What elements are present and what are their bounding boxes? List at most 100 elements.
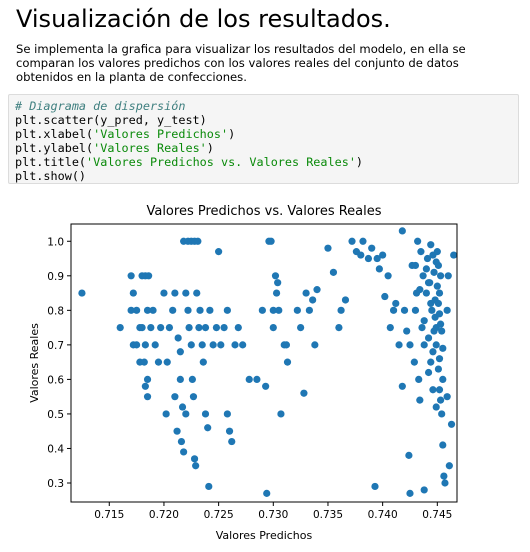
code-line-scatter: plt.scatter(y_pred, y_test) [15, 113, 207, 127]
scatter-point [439, 344, 447, 352]
scatter-point [215, 248, 223, 256]
scatter-point [300, 389, 308, 397]
scatter-point [245, 375, 253, 384]
scatter-point [410, 358, 418, 366]
scatter-point [433, 248, 441, 256]
scatter-point [173, 427, 181, 435]
scatter-point [184, 306, 192, 314]
scatter-point [384, 272, 392, 280]
scatter-point [416, 286, 424, 294]
scatter-point [169, 306, 177, 314]
scatter-point [371, 482, 379, 491]
scatter-point [178, 403, 187, 411]
scatter-point [206, 306, 214, 314]
scatter-point [223, 410, 231, 418]
scatter-point [220, 324, 228, 332]
scatter-point [185, 324, 193, 332]
scatter-point [282, 341, 291, 349]
scatter-point [143, 393, 152, 401]
scatter-point [422, 289, 430, 297]
scatter-point [133, 341, 141, 349]
scatter-point [189, 393, 198, 401]
scatter-point [188, 375, 196, 384]
scatter-plot-svg: Valores Predichos vs. Valores Reales 0.7… [28, 204, 458, 542]
scatter-point [176, 348, 184, 356]
scatter-point [389, 306, 398, 314]
scatter-point [386, 324, 394, 332]
scatter-point [272, 289, 281, 297]
scatter-point [447, 420, 456, 428]
scatter-point [277, 410, 285, 418]
scatter-point [435, 289, 444, 297]
scatter-point [411, 261, 420, 270]
scatter-point [198, 341, 206, 349]
scatter-point [405, 451, 413, 459]
y-tick-label: 1.0 [47, 236, 64, 248]
scatter-point [269, 306, 277, 314]
scatter-point [422, 265, 430, 273]
code-cell[interactable]: # Diagrama de dispersión plt.scatter(y_p… [8, 94, 519, 184]
plot-frame [70, 223, 458, 503]
scatter-point [212, 324, 221, 332]
scatter-point [149, 306, 157, 314]
scatter-point [258, 306, 266, 314]
y-tick-label: 0.5 [47, 409, 64, 421]
scatter-point [267, 237, 275, 245]
scatter-point [430, 268, 438, 276]
scatter-point [171, 393, 179, 401]
scatter-point [187, 341, 195, 349]
scatter-point [435, 355, 444, 363]
scatter-point [141, 382, 149, 390]
scatter-point [444, 272, 452, 280]
scatter-point [133, 306, 141, 314]
scatter-point [406, 489, 414, 497]
scatter-point [411, 306, 420, 314]
scatter-point [419, 272, 427, 280]
scatter-point [269, 324, 277, 332]
scatter-point [305, 306, 313, 314]
scatter-point [157, 324, 165, 332]
scatter-point [443, 306, 451, 314]
scatter-point [450, 251, 458, 259]
scatter-point [177, 437, 186, 446]
scatter-point [297, 324, 305, 332]
scatter-point [162, 410, 170, 418]
scatter-point [420, 317, 428, 325]
x-tick-label: 0.735 [313, 509, 343, 521]
scatter-point [209, 341, 217, 349]
scatter-point [193, 289, 201, 297]
scatter-point [439, 441, 447, 449]
scatter-point [231, 341, 239, 349]
scatter-point [429, 348, 437, 356]
x-tick-label: 0.745 [422, 509, 452, 521]
scatter-point [395, 341, 403, 349]
scatter-point [432, 403, 440, 411]
scatter-point [145, 272, 153, 280]
scatter-point [217, 341, 225, 349]
scatter-point [381, 292, 389, 301]
scatter-point [192, 462, 200, 470]
scatter-point [223, 306, 231, 314]
scatter-point [138, 324, 146, 332]
scatter-point [165, 324, 174, 332]
scatter-point [434, 365, 443, 373]
scatter-point [443, 393, 451, 401]
scatter-point [439, 375, 447, 384]
scatter-point [143, 306, 152, 314]
scatter-point [373, 254, 381, 263]
scatter-point [400, 306, 409, 314]
scatter-point [364, 254, 373, 263]
scatter-point [313, 286, 321, 294]
scatter-point [424, 334, 433, 342]
y-tick-label: 0.4 [47, 443, 64, 455]
scatter-point [174, 334, 182, 342]
scatter-point [438, 327, 446, 335]
scatter-point [271, 272, 280, 280]
scatter-chart: Valores Predichos vs. Valores Reales 0.7… [0, 190, 530, 548]
scatter-point [239, 341, 247, 349]
x-axis-label: Valores Predichos [216, 529, 313, 542]
scatter-point [368, 244, 376, 252]
scatter-point [311, 341, 319, 349]
plot-axes: 0.715 0.720 0.725 0.730 0.735 0.740 0.745 0.3 0.… [47, 236, 452, 521]
scatter-point [418, 324, 426, 332]
